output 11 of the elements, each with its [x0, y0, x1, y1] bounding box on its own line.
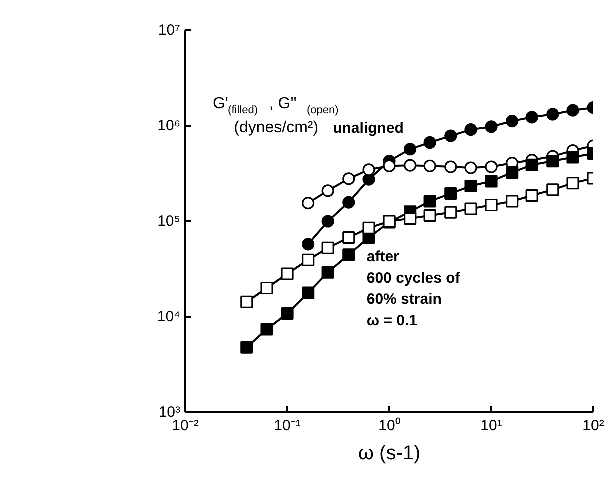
x-tick-label: 10¹: [480, 418, 502, 434]
y-tick-label: 10⁴: [157, 308, 181, 326]
annotation: after 600 cycles of 60% strain ω = 0.1: [366, 248, 462, 330]
y-tick-label: 10⁵: [158, 213, 181, 230]
annotation: unaligned: [333, 120, 404, 138]
x-axis-title: ω (s-1): [358, 442, 421, 464]
y-tick-label: 10⁷: [158, 22, 181, 39]
x-tick-label: 10²: [582, 418, 604, 434]
x-tick-label: 10⁰: [378, 418, 400, 434]
x-tick-label: 10⁻¹: [274, 418, 301, 434]
y-tick-label: 10⁶: [158, 118, 180, 134]
